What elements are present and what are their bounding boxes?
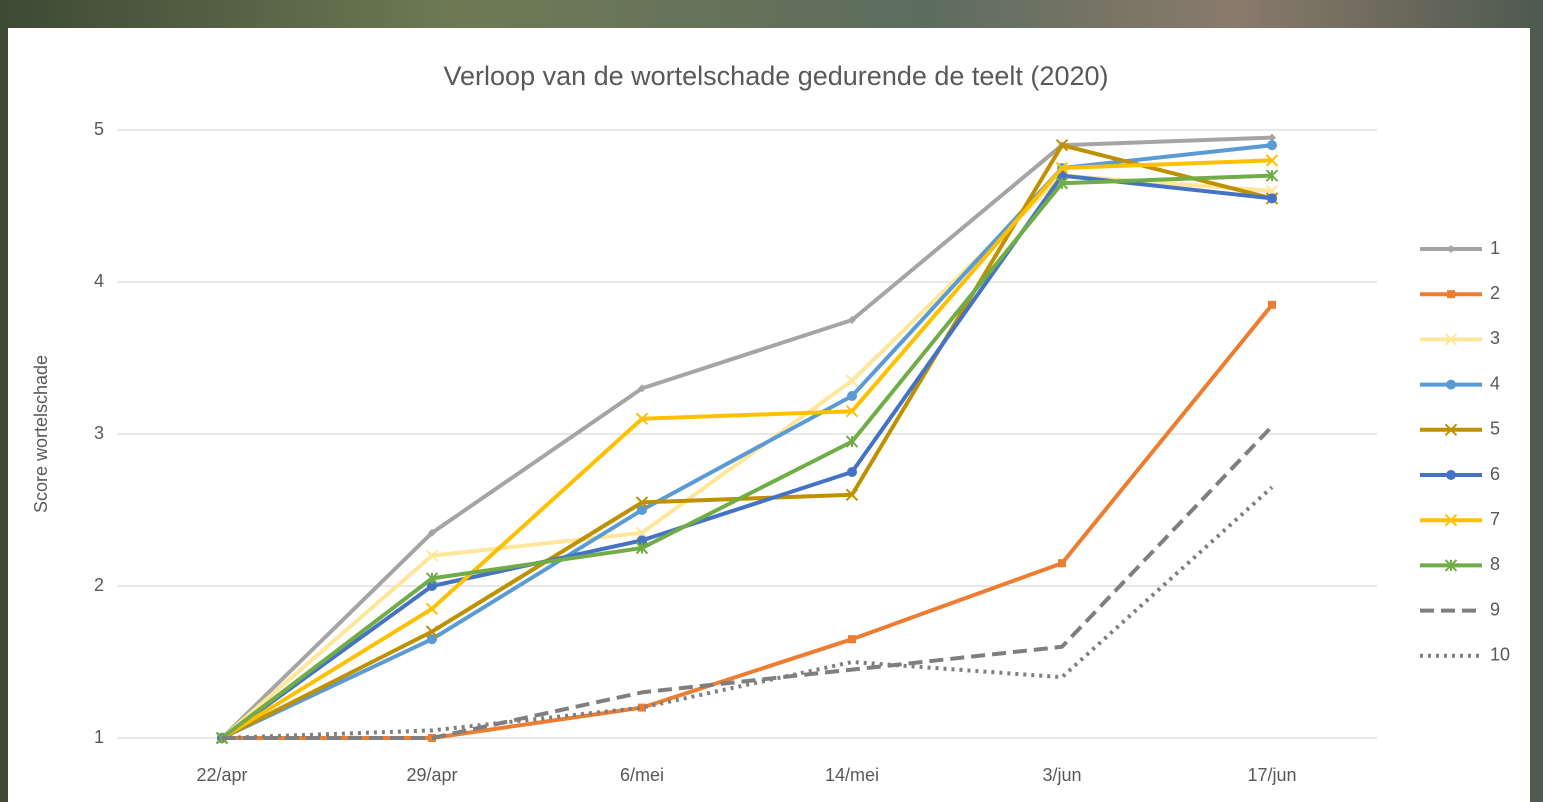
marker bbox=[635, 526, 649, 540]
marker bbox=[845, 374, 859, 388]
marker bbox=[425, 625, 439, 638]
legend-label: 6 bbox=[1490, 464, 1500, 484]
marker bbox=[638, 384, 646, 393]
marker bbox=[1444, 513, 1458, 527]
marker bbox=[1446, 379, 1456, 390]
marker bbox=[1447, 245, 1455, 253]
marker bbox=[845, 404, 859, 418]
legend-label: 3 bbox=[1490, 328, 1500, 348]
chart-title: Verloop van de wortelschade gedurende de… bbox=[444, 61, 1109, 91]
marker bbox=[1268, 300, 1276, 309]
marker bbox=[635, 496, 649, 509]
legend-label: 4 bbox=[1490, 373, 1500, 393]
marker bbox=[635, 412, 649, 426]
x-tick-label: 3/jun bbox=[1042, 765, 1081, 785]
legend-label: 9 bbox=[1490, 599, 1500, 619]
x-tick-label: 29/apr bbox=[406, 765, 457, 785]
marker bbox=[637, 535, 647, 546]
marker bbox=[1447, 290, 1455, 299]
x-tick-label: 6/mei bbox=[620, 765, 664, 785]
series-line bbox=[222, 425, 1274, 740]
marker bbox=[1444, 333, 1458, 346]
marker bbox=[425, 549, 439, 562]
x-tick-label: 22/apr bbox=[196, 765, 247, 785]
marker bbox=[847, 391, 857, 401]
marker bbox=[1265, 169, 1279, 182]
marker bbox=[428, 528, 436, 537]
marker bbox=[638, 703, 646, 712]
marker bbox=[845, 488, 859, 502]
marker bbox=[425, 602, 439, 616]
marker bbox=[427, 634, 437, 645]
marker bbox=[1267, 140, 1277, 151]
marker bbox=[1055, 138, 1069, 152]
marker bbox=[1267, 193, 1277, 204]
marker bbox=[1265, 154, 1279, 167]
marker bbox=[427, 581, 437, 591]
marker bbox=[845, 435, 859, 448]
y-tick-label: 3 bbox=[94, 423, 104, 443]
y-tick-label: 4 bbox=[94, 271, 104, 291]
y-axis-label: Score wortelschade bbox=[31, 355, 51, 513]
series-line bbox=[221, 485, 1274, 740]
marker bbox=[1058, 559, 1066, 568]
marker bbox=[1444, 559, 1458, 572]
marker bbox=[848, 635, 856, 644]
series-line bbox=[220, 173, 1273, 740]
marker bbox=[1268, 133, 1276, 142]
marker bbox=[1055, 176, 1069, 190]
y-tick-label: 5 bbox=[94, 119, 104, 139]
legend-label: 5 bbox=[1490, 419, 1500, 439]
x-tick-label: 17/jun bbox=[1247, 765, 1296, 785]
marker bbox=[635, 541, 649, 555]
marker bbox=[1055, 161, 1069, 175]
series-line bbox=[220, 135, 1273, 740]
series-line bbox=[220, 173, 1273, 740]
y-tick-label: 2 bbox=[94, 575, 104, 595]
legend-label: 7 bbox=[1490, 509, 1500, 529]
legend-label: 1 bbox=[1490, 238, 1500, 258]
marker bbox=[847, 467, 857, 477]
marker bbox=[1446, 470, 1456, 480]
series-line bbox=[220, 158, 1273, 740]
marker bbox=[1444, 423, 1458, 437]
y-tick-label: 1 bbox=[94, 727, 104, 747]
series-line bbox=[221, 143, 1273, 740]
series-line bbox=[221, 143, 1273, 740]
marker bbox=[425, 572, 439, 585]
marker bbox=[637, 505, 647, 515]
legend-label: 10 bbox=[1490, 645, 1510, 665]
marker bbox=[848, 316, 856, 324]
legend-label: 2 bbox=[1490, 283, 1500, 303]
x-tick-label: 14/mei bbox=[825, 765, 879, 785]
legend-label: 8 bbox=[1490, 554, 1500, 574]
